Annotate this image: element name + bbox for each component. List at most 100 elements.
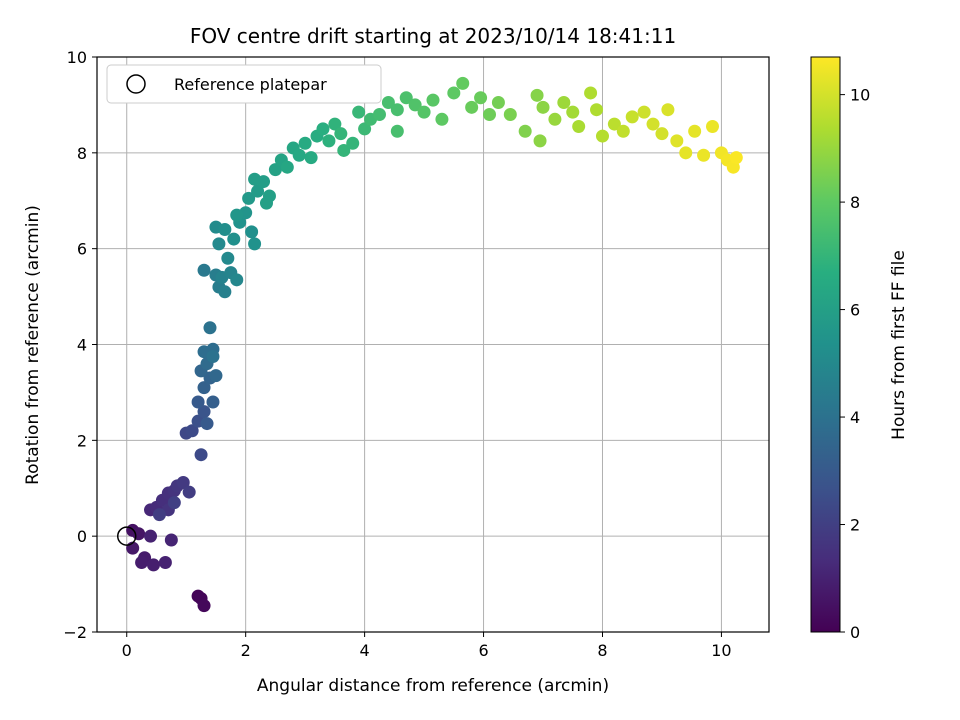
data-point	[637, 105, 651, 119]
y-tick-label: −2	[63, 623, 87, 642]
data-point	[417, 105, 431, 119]
data-point	[697, 148, 711, 162]
data-point	[135, 556, 149, 570]
x-tick-label: 4	[360, 641, 370, 660]
data-point	[595, 129, 609, 143]
data-point	[706, 119, 720, 133]
data-point	[245, 225, 259, 239]
chart-title: FOV centre drift starting at 2023/10/14 …	[190, 24, 676, 48]
data-point	[227, 232, 241, 246]
data-point	[144, 529, 158, 543]
data-point	[456, 76, 470, 90]
data-point	[557, 96, 571, 110]
y-tick-label: 10	[67, 48, 87, 67]
colorbar-tick-label: 8	[850, 193, 860, 212]
data-point	[230, 208, 244, 222]
colorbar: 0 2 4 6 8 10 Hours from first FF file	[810, 56, 909, 642]
data-point	[679, 146, 693, 160]
data-point	[248, 237, 262, 251]
data-point	[670, 134, 684, 148]
x-tick-label: 2	[241, 641, 251, 660]
data-point	[358, 122, 372, 136]
data-point	[536, 100, 550, 114]
data-point	[132, 527, 146, 541]
data-point	[729, 151, 743, 165]
data-point	[176, 476, 190, 489]
data-point	[616, 124, 630, 138]
x-axis-label: Angular distance from reference (arcmin)	[257, 676, 609, 696]
legend-marker-icon	[126, 74, 146, 94]
data-point	[572, 119, 586, 133]
data-point	[584, 86, 598, 100]
colorbar-tick-label: 6	[850, 301, 860, 320]
data-point	[328, 117, 342, 131]
data-point	[259, 196, 273, 210]
data-point	[533, 134, 547, 148]
data-point	[298, 136, 312, 150]
x-tick-label: 10	[711, 641, 731, 660]
data-point	[203, 321, 217, 335]
data-point	[251, 184, 265, 198]
data-point	[167, 496, 181, 510]
data-point	[206, 395, 220, 409]
data-point	[646, 117, 660, 131]
data-points	[126, 76, 743, 613]
colorbar-tick-label: 2	[850, 516, 860, 535]
data-point	[482, 108, 496, 121]
x-tick-label: 0	[122, 641, 132, 660]
y-tick-label: 4	[77, 336, 87, 355]
data-point	[194, 448, 208, 462]
x-axis-ticks: 0 2 4 6 8 10	[122, 632, 732, 660]
y-tick-label: 8	[77, 144, 87, 163]
data-point	[474, 91, 488, 105]
data-point	[182, 485, 196, 499]
data-point	[390, 124, 404, 138]
data-point	[518, 124, 532, 138]
data-point	[607, 117, 621, 131]
data-point	[337, 143, 351, 157]
data-point	[447, 86, 461, 100]
data-point	[688, 124, 702, 138]
data-point	[316, 122, 330, 136]
x-tick-label: 8	[597, 641, 607, 660]
data-point	[530, 88, 544, 102]
data-point	[346, 136, 360, 150]
data-point	[435, 112, 449, 126]
data-point	[158, 556, 172, 570]
y-tick-label: 2	[77, 431, 87, 450]
data-point	[322, 134, 336, 148]
data-point	[209, 369, 223, 383]
colorbar-tick-label: 10	[850, 86, 870, 105]
legend: Reference platepar	[106, 64, 382, 104]
data-point	[230, 273, 244, 287]
data-point	[566, 105, 580, 119]
data-point	[221, 251, 235, 265]
y-axis-label: Rotation from reference (arcmin)	[23, 205, 43, 485]
data-point	[408, 98, 422, 112]
data-point	[590, 103, 604, 117]
data-point	[352, 105, 366, 119]
data-point	[280, 160, 294, 174]
data-point	[164, 533, 178, 547]
colorbar-tick-label: 4	[850, 408, 860, 427]
data-point	[661, 103, 675, 117]
data-point	[390, 103, 404, 117]
colorbar-tick-label: 0	[850, 623, 860, 642]
data-point	[304, 151, 318, 165]
data-point	[197, 381, 211, 395]
colorbar-ticks: 0 2 4 6 8 10	[840, 86, 870, 642]
grid-lines	[97, 56, 769, 633]
data-point	[381, 96, 395, 110]
data-point	[248, 172, 262, 186]
y-tick-label: 0	[77, 527, 87, 546]
data-point	[292, 148, 306, 162]
data-point	[548, 112, 562, 126]
data-point	[465, 100, 479, 114]
legend-entry-reference: Reference platepar	[174, 75, 327, 94]
reference-point-marker	[116, 526, 137, 546]
data-point	[503, 108, 517, 121]
data-point	[197, 405, 211, 419]
data-point	[197, 263, 211, 277]
data-point	[197, 599, 211, 613]
